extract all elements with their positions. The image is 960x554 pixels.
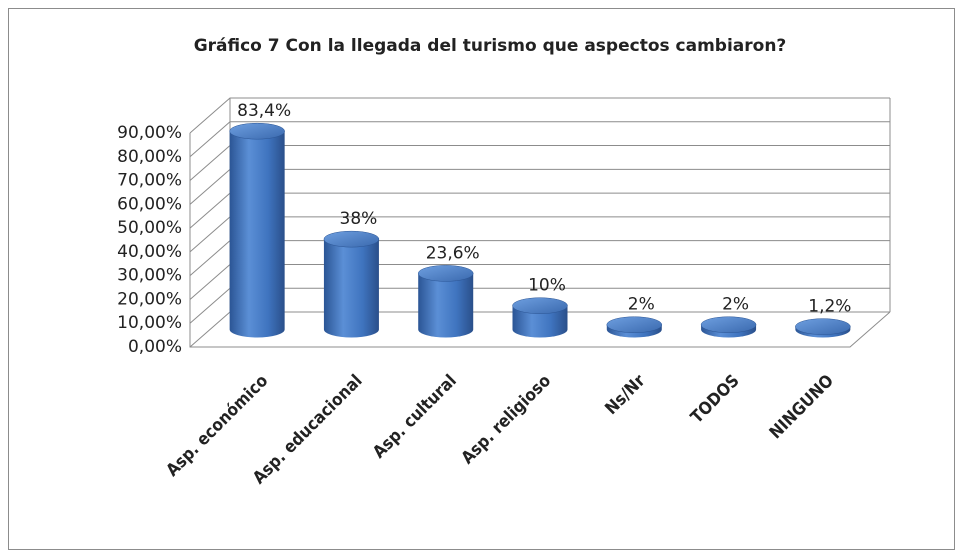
y-tick-label: 60,00% [117, 194, 182, 214]
bar-top [323, 230, 380, 248]
value-label: 2% [722, 295, 749, 315]
bar-top [512, 297, 568, 314]
y-tick-label: 80,00% [117, 147, 182, 167]
y-tick-label: 90,00% [117, 123, 182, 143]
y-tick-label: 0,00% [128, 337, 182, 357]
y-tick-label: 70,00% [117, 171, 182, 191]
value-label: 83,4% [237, 101, 291, 121]
bar [323, 239, 379, 338]
value-label: 38% [340, 209, 378, 229]
y-tick-label: 40,00% [117, 242, 182, 262]
bar-top [229, 122, 285, 140]
bar [418, 273, 474, 338]
axis-wall [189, 133, 891, 348]
value-label: 10% [528, 276, 566, 296]
value-label: 23,6% [426, 243, 480, 263]
chart-title: Gráfico 7 Con la llegada del turismo que… [194, 36, 787, 56]
bar [229, 131, 285, 338]
y-tick-label: 50,00% [117, 218, 182, 238]
grid-line [189, 97, 890, 134]
y-tick-label: 20,00% [117, 289, 182, 309]
bar-top [795, 318, 851, 335]
grid-line [189, 121, 890, 158]
bar [512, 305, 568, 338]
chart-frame [8, 8, 955, 550]
y-tick-label: 10,00% [117, 313, 182, 333]
value-label: 2% [628, 295, 655, 315]
y-tick-label: 30,00% [117, 266, 182, 286]
bar-top [700, 316, 757, 333]
bar-top [417, 265, 474, 282]
bar-top [606, 316, 663, 333]
value-label: 1,2% [808, 297, 851, 317]
